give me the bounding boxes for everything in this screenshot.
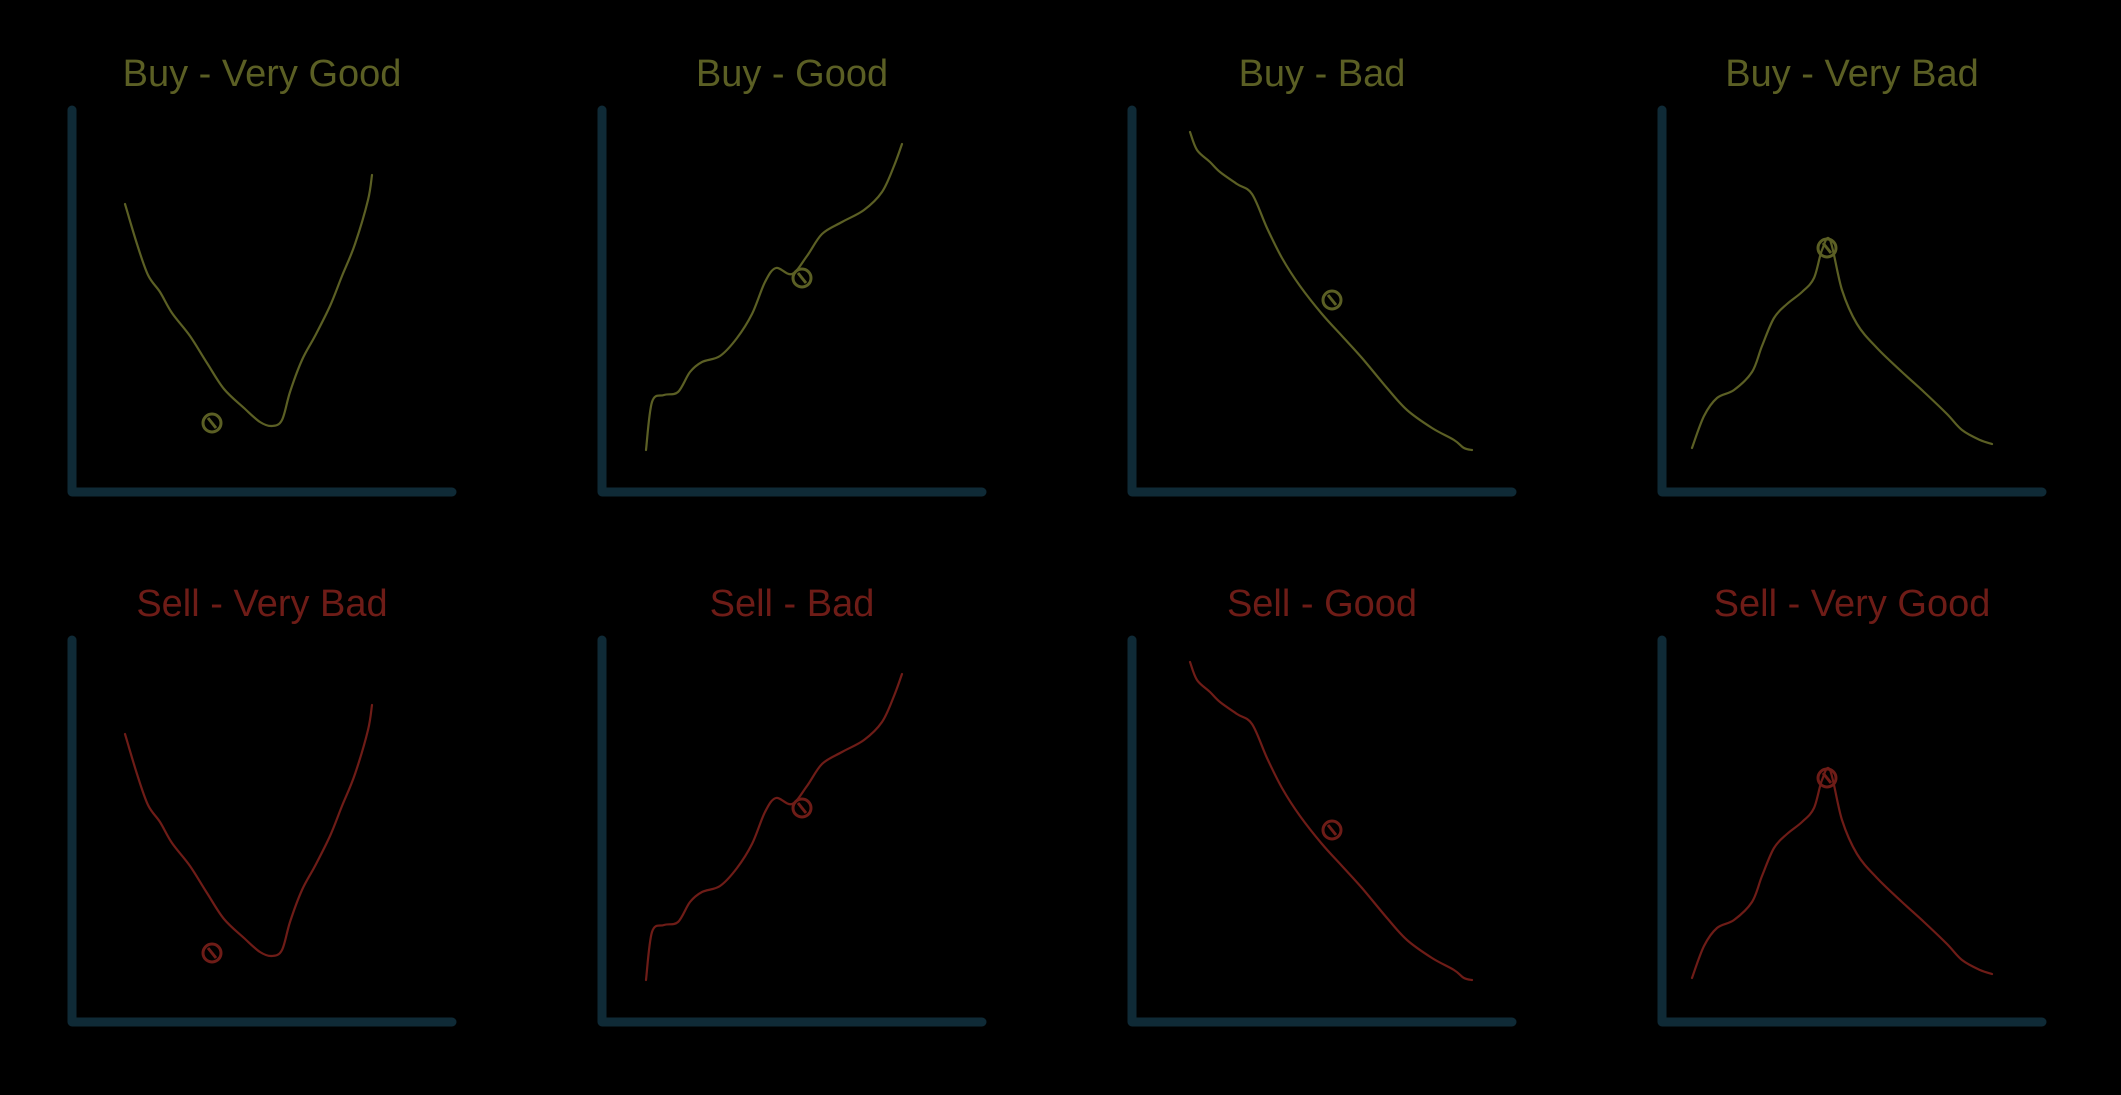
entry-marker <box>201 942 223 964</box>
axes <box>597 105 987 497</box>
price-curve <box>123 173 374 428</box>
axes <box>597 635 987 1027</box>
price-curve <box>644 142 904 452</box>
axes <box>1127 105 1517 497</box>
panel-buy-4: Buy - Very Bad <box>1657 53 2047 497</box>
panel-title: Buy - Very Good <box>123 53 402 95</box>
entry-marker <box>791 267 813 289</box>
panel-sell-2: Sell - Bad <box>597 583 987 1027</box>
panel-title: Sell - Good <box>1227 583 1417 625</box>
panel-title: Sell - Very Good <box>1714 583 1991 625</box>
panel-buy-3: Buy - Bad <box>1127 53 1517 497</box>
entry-marker <box>201 412 223 434</box>
entry-marker <box>1321 819 1343 841</box>
entry-marker <box>1321 289 1343 311</box>
entry-marker <box>1816 767 1838 789</box>
panel-title: Sell - Very Bad <box>136 583 387 625</box>
axes <box>1657 635 2047 1027</box>
panel-buy-2: Buy - Good <box>597 53 987 497</box>
axes <box>1127 635 1517 1027</box>
price-curve <box>1188 130 1474 452</box>
axes <box>67 105 457 497</box>
entry-marker <box>791 797 813 819</box>
panel-sell-4: Sell - Very Good <box>1657 583 2047 1027</box>
panel-sell-1: Sell - Very Bad <box>67 583 457 1027</box>
panel-title: Sell - Bad <box>710 583 875 625</box>
axes <box>1657 105 2047 497</box>
price-curve <box>1188 660 1474 982</box>
price-curve <box>644 672 904 982</box>
panel-sell-3: Sell - Good <box>1127 583 1517 1027</box>
panel-buy-1: Buy - Very Good <box>67 53 457 497</box>
axes <box>67 635 457 1027</box>
panel-title: Buy - Bad <box>1239 53 1406 95</box>
panel-title: Buy - Very Bad <box>1725 53 1978 95</box>
price-curve <box>1690 236 1994 450</box>
entry-marker <box>1816 237 1838 259</box>
price-curve <box>1690 766 1994 980</box>
price-curve <box>123 703 374 958</box>
panel-title: Buy - Good <box>696 53 888 95</box>
